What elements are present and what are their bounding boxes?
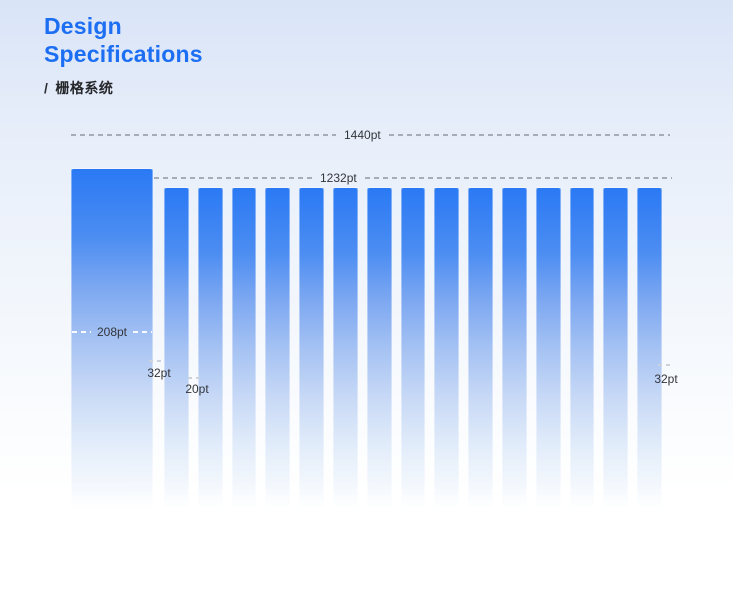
grid-column: [603, 187, 629, 510]
page-subtitle: / 栅格系统: [44, 78, 113, 98]
grid-column: [501, 187, 527, 510]
subtitle-text: 栅格系统: [55, 80, 114, 96]
grid-column: [265, 187, 291, 510]
grid-column: [366, 187, 392, 510]
content-width-label: 1232pt: [320, 171, 357, 185]
grid-column: [637, 187, 662, 510]
grid-column: [468, 187, 493, 510]
left-margin-label: 32pt: [147, 366, 171, 380]
page-title: Design Specifications: [44, 13, 203, 67]
grid-column: [197, 187, 223, 510]
right-margin-label: 32pt: [654, 372, 678, 386]
sidebar-width-measure: 208pt: [72, 325, 152, 339]
grid-column: [434, 187, 460, 510]
grid-column: [535, 187, 561, 510]
ruler-dash-right: [364, 177, 672, 179]
gutter-label: 20pt: [185, 382, 209, 396]
total-width-label: 1440pt: [344, 128, 381, 142]
gutter-tick: [188, 377, 201, 379]
grid-column: [299, 187, 324, 510]
ruler-total-width: 1440pt: [71, 128, 670, 142]
subtitle-slash: /: [44, 80, 49, 96]
sidebar-bar: 208pt: [71, 168, 153, 510]
grid-column: [332, 187, 358, 510]
measure-dash-left: [72, 331, 91, 333]
right-margin-tick: [658, 364, 673, 366]
left-margin-tick: [149, 360, 164, 362]
ruler-dash-right: [388, 134, 670, 136]
grid-column: [569, 187, 595, 510]
ruler-content-width: 1232pt: [154, 171, 672, 185]
grid-columns: [164, 187, 662, 510]
grid-column: [400, 187, 426, 510]
ruler-dash-left: [71, 134, 336, 136]
ruler-dash-left: [154, 177, 312, 179]
grid-column: [231, 187, 257, 510]
measure-dash-right: [133, 331, 152, 333]
sidebar-width-label: 208pt: [96, 325, 128, 339]
grid-column: [164, 187, 189, 510]
